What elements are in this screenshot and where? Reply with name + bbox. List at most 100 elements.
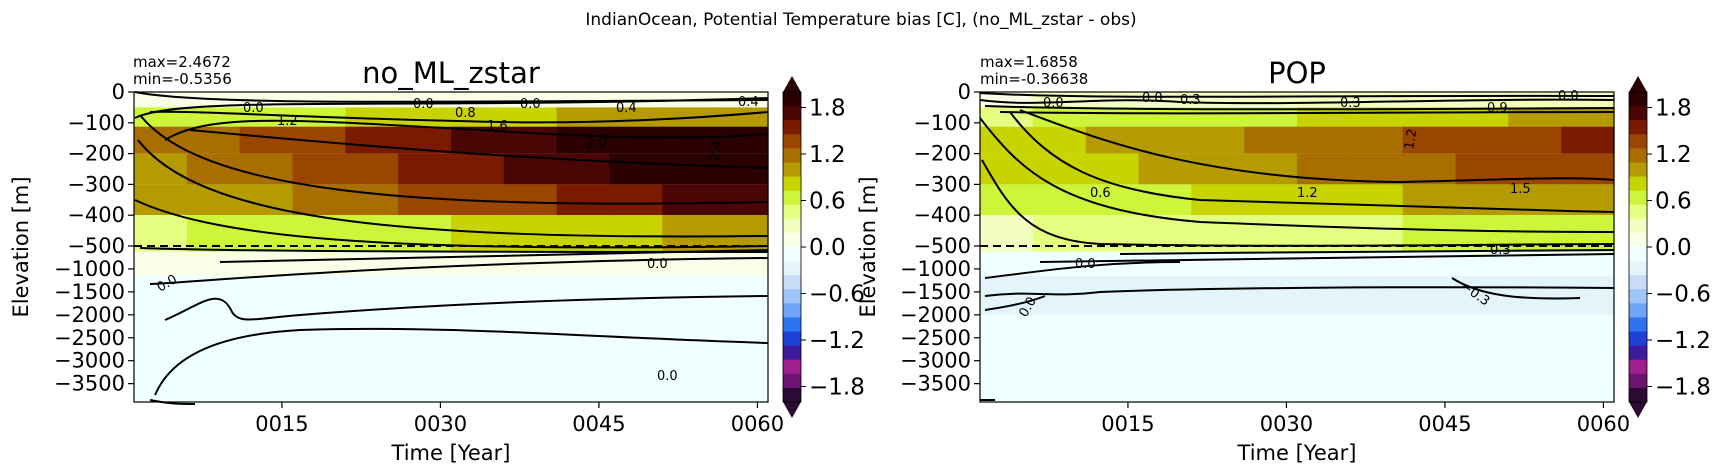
contour-line (1009, 111, 1615, 213)
contour-line (137, 139, 769, 238)
colorbar-segment (783, 345, 801, 361)
heatmap-cell (1191, 153, 1245, 185)
heatmap-cell (1561, 107, 1615, 127)
heatmap-cell (503, 360, 558, 402)
heatmap-cell (1191, 314, 1245, 361)
heatmap-cell (1085, 275, 1140, 315)
heatmap-cell (1455, 360, 1509, 402)
heatmap-cell (345, 107, 399, 127)
x-axis-label: Time [Year] (1237, 441, 1357, 465)
heatmap-cell (239, 360, 294, 402)
heatmap-cell (292, 314, 346, 361)
x-tick-label: 0060 (1577, 412, 1630, 436)
contour-line (1451, 277, 1581, 300)
heatmap-cell (1244, 184, 1298, 216)
heatmap-cell (239, 153, 294, 185)
colorbar-tick-label: 1.8 (809, 96, 846, 122)
colorbar-segment (783, 317, 801, 333)
contour-label: 0.3 (1180, 93, 1201, 108)
y-tick-label: −2000 (54, 303, 125, 327)
heatmap-cell (1191, 107, 1245, 127)
contour-line (979, 92, 1615, 98)
contour-line (999, 111, 1615, 115)
heatmap-cell (609, 126, 663, 154)
heatmap-cell (609, 184, 663, 216)
heatmap-cell (1349, 153, 1404, 185)
panel-stat-max: max=1.6858 (980, 53, 1078, 71)
x-tick-label: 0030 (1260, 412, 1313, 436)
heatmap-cell (556, 275, 611, 315)
heatmap-cell (398, 314, 452, 361)
contour-line (1119, 249, 1615, 255)
heatmap-cell (451, 314, 505, 361)
heatmap-cell (715, 153, 769, 185)
heatmap-cell (292, 360, 346, 402)
contour-label: 1.2 (1402, 128, 1420, 151)
colorbar-segment (1629, 204, 1647, 220)
colorbar-extend-top (1629, 76, 1647, 92)
heatmap-cell (1508, 314, 1562, 361)
heatmap-cell (556, 126, 611, 154)
colorbar-segment (1629, 176, 1647, 192)
heatmap-cell (1085, 360, 1140, 402)
heatmap-cell (1085, 314, 1140, 361)
heatmap-cell (980, 360, 1034, 402)
heatmap-cell (662, 251, 716, 276)
y-tick-label: −2000 (900, 303, 971, 327)
heatmap-cell (292, 153, 346, 185)
colorbar-segment (783, 148, 801, 163)
y-tick-label: −2500 (54, 326, 125, 350)
contour-label: 0.0 (657, 369, 678, 384)
heatmap-cell (1402, 314, 1457, 361)
heatmap-cell (1349, 314, 1404, 361)
heatmap-cell (1349, 126, 1404, 154)
heatmap-cell (398, 275, 452, 315)
colorbar-segment (783, 373, 801, 389)
heatmap-cell (1191, 275, 1245, 315)
heatmap-cell (134, 153, 188, 185)
colorbar-tick-label: 0.0 (809, 235, 846, 261)
heatmap-cell (1032, 275, 1087, 315)
colorbar-segment (1629, 317, 1647, 333)
contour-label: 0.3 (1340, 96, 1361, 111)
heatmap-cell (1138, 275, 1192, 315)
heatmap-cell (980, 251, 1034, 276)
colorbar-tick-label: 1.2 (809, 142, 846, 168)
panel-title: POP (1268, 56, 1326, 90)
colorbar-segment (1629, 345, 1647, 361)
contour-lines (979, 92, 1615, 401)
heatmap-cell (1297, 360, 1351, 402)
heatmap-cell (345, 153, 399, 185)
heatmap-cell (503, 184, 558, 216)
colorbar-extend-top (783, 76, 801, 92)
heatmap-cell (1561, 360, 1615, 402)
colorbar-segment (783, 218, 801, 234)
x-tick-label: 0015 (1101, 412, 1154, 436)
heatmap-cell (1561, 126, 1615, 154)
contour-label: 0.0 (1043, 96, 1064, 111)
y-axis-label: Elevation [m] (856, 176, 880, 317)
contour-label: 0.4 (616, 101, 637, 116)
heatmap-cell (1402, 107, 1457, 127)
heatmap-cell (134, 360, 188, 402)
heatmap-cell (1138, 314, 1192, 361)
contour-line (134, 97, 769, 119)
heatmap-cell (1244, 126, 1298, 154)
colorbar-segment (783, 387, 801, 403)
colorbar-segment (783, 120, 801, 135)
contour-label: 0.6 (1090, 186, 1111, 201)
y-tick-label: −500 (67, 234, 125, 258)
contour-line (984, 295, 1046, 311)
colorbar-segment (783, 176, 801, 192)
heatmap-cell (1032, 360, 1087, 402)
y-tick-label: −1000 (900, 257, 971, 281)
heatmap-cell (1402, 126, 1457, 154)
plot-frame (133, 91, 769, 403)
contour-label: 0.4 (738, 95, 759, 110)
colorbar-tick-label: 1.8 (1655, 96, 1692, 122)
heatmap-cell (451, 153, 505, 185)
colorbar-segment (1629, 134, 1647, 149)
heatmap-cell (1244, 92, 1298, 108)
y-tick-label: −1500 (900, 280, 971, 304)
contour-label: 1.5 (1510, 182, 1531, 197)
